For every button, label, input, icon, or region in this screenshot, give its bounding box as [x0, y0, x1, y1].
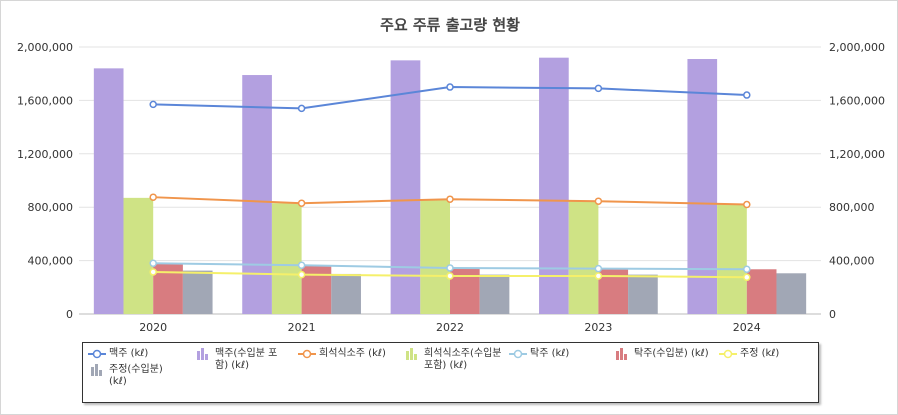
line-point[interactable]	[149, 268, 157, 276]
x-tick-label: 2022	[436, 321, 464, 334]
bar-mark[interactable]	[746, 269, 777, 314]
line-point[interactable]	[149, 193, 157, 201]
y-tick-label-right: 800,000	[829, 201, 875, 214]
bar-mark[interactable]	[539, 57, 569, 315]
bar-mark[interactable]	[776, 273, 807, 314]
bar-mark[interactable]	[242, 75, 272, 314]
bar-mark[interactable]	[628, 274, 658, 314]
x-tick-label: 2023	[584, 321, 612, 334]
line-point[interactable]	[297, 261, 306, 270]
legend-item[interactable]: 희석식소주 (kℓ)	[298, 348, 398, 360]
line-point[interactable]	[297, 270, 306, 279]
bar-mark[interactable]	[420, 199, 450, 314]
line-point[interactable]	[446, 272, 454, 280]
line-point[interactable]	[297, 199, 306, 207]
bar-mark[interactable]	[568, 201, 599, 314]
y-tick-label-left: 1,600,000	[17, 94, 73, 107]
x-tick-label: 2021	[288, 321, 316, 334]
bar-mark[interactable]	[153, 263, 183, 314]
legend-label: 희석식소주(수입분 포함) (kℓ)	[424, 348, 502, 371]
legend-label: 희석식소주 (kℓ)	[319, 348, 386, 359]
y-tick-label-right: 0	[829, 308, 836, 321]
legend-item[interactable]: 탁주 (kℓ)	[509, 348, 604, 360]
bar-mark[interactable]	[301, 265, 332, 314]
line-point[interactable]	[743, 273, 751, 282]
line-point[interactable]	[446, 195, 454, 203]
legend-label: 주정 (kℓ)	[740, 348, 780, 359]
bar-mark[interactable]	[123, 197, 154, 314]
bar-mark[interactable]	[182, 270, 213, 314]
legend-item[interactable]: 희석식소주(수입분 포함) (kℓ)	[403, 348, 503, 372]
line-point[interactable]	[297, 104, 306, 113]
legend-item[interactable]: 맥주 (kℓ)	[88, 348, 188, 360]
legend-bar-icon	[197, 348, 208, 360]
legend-label: 탁주 (kℓ)	[530, 348, 570, 359]
bar-mark[interactable]	[717, 204, 747, 314]
chart-legend: 맥주 (kℓ) 맥주(수입분 포함) (kℓ) 희석식소주 (kℓ) 희석식소주(수입…	[82, 342, 819, 403]
legend-label: 맥주 (kℓ)	[109, 348, 149, 359]
line-point[interactable]	[149, 100, 157, 109]
line-point[interactable]	[149, 259, 157, 268]
legend-item[interactable]: 주정 (kℓ)	[719, 348, 814, 360]
legend-line-icon	[719, 349, 737, 359]
legend-item[interactable]: 맥주(수입분 포함) (kℓ)	[194, 348, 289, 372]
line-point[interactable]	[446, 264, 454, 272]
line-point[interactable]	[743, 91, 751, 99]
legend-bar-icon	[406, 348, 417, 360]
y-tick-label-right: 1,200,000	[829, 148, 885, 161]
x-tick-label: 2024	[733, 321, 761, 334]
line-point[interactable]	[594, 84, 603, 93]
y-tick-label-left: 1,200,000	[17, 148, 73, 161]
legend-line-icon	[88, 349, 106, 359]
y-tick-label-right: 2,000,000	[829, 41, 885, 54]
bar-mark[interactable]	[93, 68, 124, 314]
bar-mark[interactable]	[271, 203, 302, 314]
chart-title: 주요 주류 출고량 현황	[380, 16, 520, 34]
chart-plot: 주요 주류 출고량 현황 0 0 400,000 400,000 800,000 800,…	[17, 16, 885, 334]
y-tick-label-right: 400,000	[829, 255, 875, 268]
legend-label: 탁주(수입분) (kℓ)	[634, 348, 709, 359]
y-tick-label-left: 0	[66, 308, 73, 321]
legend-bar-icon	[91, 364, 102, 376]
legend-bar-icon	[616, 348, 627, 360]
y-tick-label-left: 2,000,000	[17, 41, 73, 54]
line-point[interactable]	[743, 200, 751, 209]
legend-label: 맥주(수입분 포함) (kℓ)	[215, 348, 278, 371]
bar-mark[interactable]	[450, 267, 480, 314]
y-tick-label-left: 400,000	[28, 255, 74, 268]
bar-mark[interactable]	[687, 59, 718, 314]
bar-mark[interactable]	[390, 60, 421, 314]
legend-label: 주정(수입분) (kℓ)	[109, 364, 163, 387]
line-point[interactable]	[743, 265, 751, 274]
bar-mark[interactable]	[331, 273, 361, 314]
line-point[interactable]	[594, 264, 603, 273]
y-tick-label-right: 1,600,000	[829, 94, 885, 107]
legend-item[interactable]: 탁주(수입분) (kℓ)	[613, 348, 713, 360]
y-tick-label-left: 800,000	[28, 201, 74, 214]
line-point[interactable]	[594, 272, 603, 280]
legend-item[interactable]: 주정(수입분) (kℓ)	[88, 364, 173, 388]
x-tick-label: 2020	[139, 321, 167, 334]
line-point[interactable]	[594, 197, 603, 205]
line-point[interactable]	[446, 83, 454, 91]
bar-mark[interactable]	[479, 274, 510, 314]
legend-line-icon	[509, 349, 527, 359]
legend-line-icon	[298, 349, 316, 359]
